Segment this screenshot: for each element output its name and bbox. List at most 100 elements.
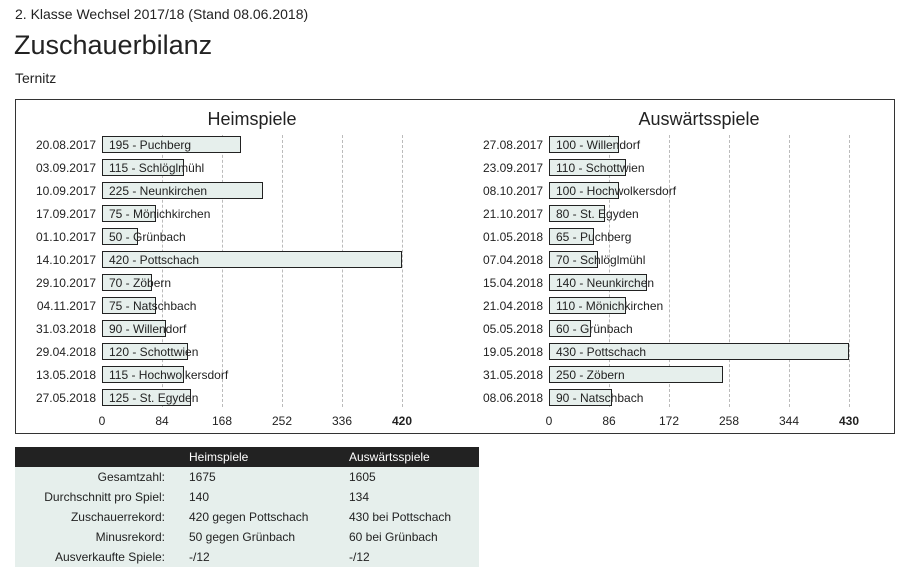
date-label: 29.04.2018 xyxy=(35,345,96,359)
bar xyxy=(102,228,138,245)
bar-label: 70 - Zöbern xyxy=(109,276,172,290)
bar-label: 125 - St. Egyden xyxy=(109,391,199,405)
bar xyxy=(549,297,626,314)
tick-label: 0 xyxy=(545,414,553,428)
date-label: 20.08.2017 xyxy=(35,138,96,152)
date-label: 01.05.2018 xyxy=(482,230,543,244)
bar xyxy=(102,274,152,291)
date-label: 15.04.2018 xyxy=(482,276,543,290)
tick-label: 258 xyxy=(718,414,740,428)
away-games-chart: Auswärtsspiele 0 86 172 258 344 430 27.08.2017 1… xyxy=(463,100,893,433)
summary-label: Minusrekord: xyxy=(15,527,189,547)
bar-label: 75 - Natschbach xyxy=(109,299,197,313)
summary-row: Minusrekord: 50 gegen Grünbach 60 bei Grün… xyxy=(15,527,479,547)
tick-label: 420 xyxy=(391,414,413,428)
bar xyxy=(102,320,167,337)
bar xyxy=(102,297,156,314)
chart-title: Heimspiele xyxy=(207,109,297,129)
bar-label: 70 - Schlöglmühl xyxy=(556,253,646,267)
summary-label: Ausverkaufte Spiele: xyxy=(15,547,189,567)
date-label: 07.04.2018 xyxy=(482,253,543,267)
date-label: 10.09.2017 xyxy=(35,184,96,198)
summary-away-value: 430 bei Pottschach xyxy=(349,507,479,527)
summary-row: Zuschauerrekord: 420 gegen Pottschach 430 … xyxy=(15,507,479,527)
date-label: 08.10.2017 xyxy=(482,184,543,198)
bar-label: 110 - Schottwien xyxy=(556,161,645,175)
summary-away-value: -/12 xyxy=(349,547,479,567)
bar-label: 115 - Schlöglmühl xyxy=(109,161,205,175)
date-label: 31.05.2018 xyxy=(482,368,543,382)
bar xyxy=(549,136,619,153)
gridline xyxy=(402,135,403,407)
bar-label: 100 - Hochwolkersdorf xyxy=(556,184,677,198)
bar-label: 80 - St. Egyden xyxy=(556,207,639,221)
bar-label: 90 - Natschbach xyxy=(556,391,644,405)
date-label: 04.11.2017 xyxy=(36,299,96,313)
date-label: 13.05.2018 xyxy=(35,368,96,382)
gridline xyxy=(222,135,223,407)
date-label: 17.09.2017 xyxy=(35,207,96,221)
summary-header-home: Heimspiele xyxy=(189,447,349,467)
chart-title: Auswärtsspiele xyxy=(638,109,760,129)
summary-home-value: 140 xyxy=(189,487,349,507)
date-label: 31.03.2018 xyxy=(35,322,96,336)
summary-row: Durchschnitt pro Spiel: 140 134 xyxy=(15,487,479,507)
bar-label: 120 - Schottwien xyxy=(109,345,199,359)
summary-away-value: 60 bei Grünbach xyxy=(349,527,479,547)
summary-away-value: 1605 xyxy=(349,467,479,487)
bar-label: 115 - Hochwolkersdorf xyxy=(109,368,229,382)
summary-home-value: 50 gegen Grünbach xyxy=(189,527,349,547)
bar xyxy=(549,159,626,176)
bar-label: 430 - Pottschach xyxy=(556,345,647,359)
bar-label: 100 - Willendorf xyxy=(556,138,641,152)
summary-label: Durchschnitt pro Spiel: xyxy=(15,487,189,507)
tick-label: 252 xyxy=(271,414,293,428)
bar xyxy=(549,320,591,337)
gridline xyxy=(282,135,283,407)
bar-label: 250 - Zöbern xyxy=(556,368,625,382)
home-games-chart: Heimspiele 0 84 168 252 336 420 20.08.2017 195 -… xyxy=(16,100,446,433)
date-label: 21.04.2018 xyxy=(482,299,543,313)
tick-label: 84 xyxy=(155,414,169,428)
gridline xyxy=(162,135,163,407)
summary-row: Ausverkaufte Spiele: -/12 -/12 xyxy=(15,547,479,567)
bar xyxy=(102,251,402,268)
tick-label: 86 xyxy=(602,414,616,428)
date-label: 27.05.2018 xyxy=(35,391,96,405)
bar xyxy=(549,389,612,406)
date-label: 05.05.2018 xyxy=(482,322,543,336)
bar-label: 140 - Neunkirchen xyxy=(556,276,655,290)
tick-label: 336 xyxy=(331,414,353,428)
date-label: 23.09.2017 xyxy=(482,161,543,175)
date-label: 29.10.2017 xyxy=(35,276,96,290)
summary-row: Gesamtzahl: 1675 1605 xyxy=(15,467,479,487)
charts-panel: Heimspiele 0 84 168 252 336 420 20.08.2017 195 -… xyxy=(15,99,895,434)
summary-label: Gesamtzahl: xyxy=(15,467,189,487)
summary-label: Zuschauerrekord: xyxy=(15,507,189,527)
bar xyxy=(102,182,263,199)
bar xyxy=(102,205,156,222)
summary-header-blank xyxy=(15,447,189,467)
bar xyxy=(102,343,188,360)
gridline xyxy=(849,135,850,407)
bar-label: 75 - Mönichkirchen xyxy=(109,207,211,221)
summary-home-value: 1675 xyxy=(189,467,349,487)
date-label: 21.10.2017 xyxy=(482,207,543,221)
bar-label: 90 - Willendorf xyxy=(109,322,187,336)
summary-table: Heimspiele Auswärtsspiele Gesamtzahl: 167… xyxy=(15,447,479,567)
bar xyxy=(549,343,849,360)
tick-label: 168 xyxy=(211,414,233,428)
gridline xyxy=(342,135,343,407)
bar-label: 110 - Mönichkirchen xyxy=(556,299,664,313)
bar xyxy=(549,205,605,222)
summary-home-value: 420 gegen Pottschach xyxy=(189,507,349,527)
date-label: 14.10.2017 xyxy=(35,253,96,267)
summary-home-value: -/12 xyxy=(189,547,349,567)
bar xyxy=(102,136,242,153)
bar xyxy=(102,159,185,176)
date-label: 19.05.2018 xyxy=(482,345,543,359)
bar xyxy=(549,228,595,245)
bar-label: 420 - Pottschach xyxy=(109,253,200,267)
bar-label: 65 - Puchberg xyxy=(556,230,632,244)
bar-label: 60 - Grünbach xyxy=(556,322,633,336)
